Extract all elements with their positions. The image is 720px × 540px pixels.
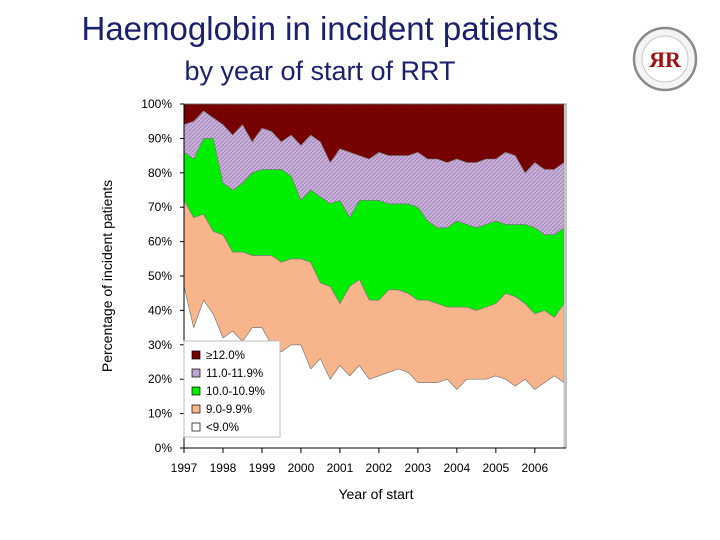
x-tick-label: 1999 [249, 461, 276, 475]
legend-swatch [191, 350, 201, 360]
registry-logo: ЯR [632, 26, 698, 92]
legend-swatch [191, 404, 201, 414]
y-tick-label: 100% [141, 97, 172, 111]
axes-layer: 0% 10% 20% 30% 40% 50% 60% 70% 80% 90% 100% 1997 199… [141, 97, 566, 475]
x-tick-label: 2005 [482, 461, 509, 475]
x-tick-label: 2002 [366, 461, 393, 475]
legend-swatch [191, 368, 201, 378]
y-axis-label: Percentage of incident patients [99, 180, 115, 372]
y-tick-label: 80% [148, 166, 172, 180]
x-axis-label: Year of start [339, 486, 414, 502]
x-tick-label: 2004 [444, 461, 471, 475]
x-tick-label: 2001 [327, 461, 354, 475]
legend: ≥12.0% 11.0-11.9% 10.0-10.9% 9.0-9.9% <9.0% [183, 340, 281, 438]
y-tick-label: 70% [148, 200, 172, 214]
legend-swatch [191, 386, 201, 396]
y-tick-label: 10% [148, 407, 172, 421]
logo-letters: ЯR [649, 47, 682, 72]
y-tick-label: 30% [148, 338, 172, 352]
x-tick-label: 2006 [521, 461, 548, 475]
y-tick-label: 20% [148, 372, 172, 386]
legend-swatch [191, 422, 201, 432]
x-tick-label: 1998 [210, 461, 237, 475]
page-title: Haemoglobin in incident patients [81, 10, 559, 47]
legend-label: 9.0-9.9% [206, 404, 252, 416]
y-tick-label: 50% [148, 269, 172, 283]
legend-label: 10.0-10.9% [206, 386, 265, 398]
legend-label: 11.0-11.9% [206, 368, 263, 380]
y-tick-label: 60% [148, 235, 172, 249]
y-tick-label: 90% [148, 131, 172, 145]
legend-label: ≥12.0% [206, 350, 245, 362]
x-tick-label: 2000 [288, 461, 315, 475]
y-tick-label: 40% [148, 303, 172, 317]
x-tick-label: 1997 [171, 461, 198, 475]
y-tick-label: 0% [155, 441, 173, 455]
x-tick-label: 2003 [405, 461, 432, 475]
legend-label: <9.0% [206, 422, 239, 434]
page-subtitle: by year of start of RRT [184, 56, 456, 86]
